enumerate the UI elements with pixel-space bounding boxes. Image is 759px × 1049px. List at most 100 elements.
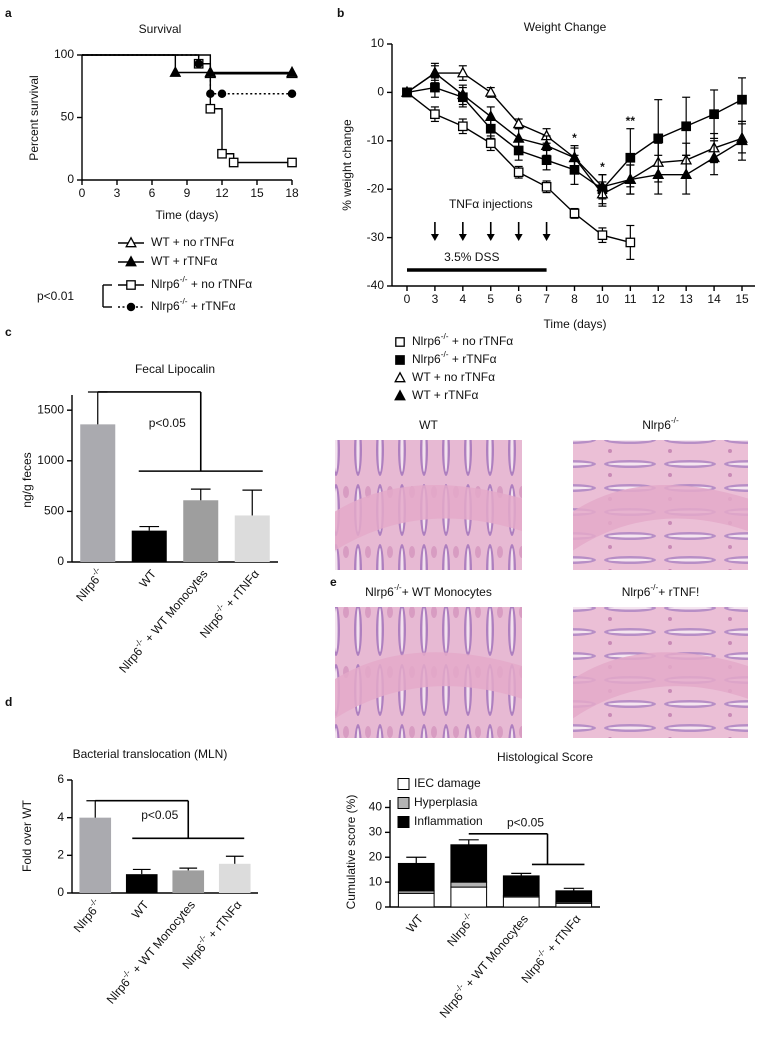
legend-swatch xyxy=(397,816,410,828)
bar xyxy=(218,863,251,893)
legend-label: WT + rTNFα xyxy=(151,254,217,268)
marker xyxy=(394,389,406,401)
bar xyxy=(234,515,270,562)
legend-label: Nlrp6-/- + rTNFα xyxy=(151,296,236,313)
marker xyxy=(228,157,239,168)
y-tick-label: 2 xyxy=(57,848,64,862)
marker xyxy=(429,66,441,78)
bar xyxy=(450,844,488,883)
marker xyxy=(652,168,665,180)
tissue-fold xyxy=(335,484,522,551)
marker xyxy=(125,236,137,248)
y-tick-label: 100 xyxy=(54,47,74,61)
tissue-fold xyxy=(573,484,748,551)
legend-label: WT + rTNFα xyxy=(412,388,478,402)
panel-letter: c xyxy=(5,325,12,339)
bar xyxy=(397,892,435,908)
injection-label: TNFα injections xyxy=(449,197,533,211)
marker xyxy=(485,138,496,149)
y-tick-label: -10 xyxy=(367,133,385,147)
x-tick-label: 15 xyxy=(735,292,749,306)
marker xyxy=(512,131,525,143)
marker xyxy=(484,85,497,97)
series-line xyxy=(82,54,292,75)
bar xyxy=(172,870,205,893)
marker xyxy=(736,134,748,146)
x-tick-label: 3 xyxy=(114,186,121,200)
x-tick-label: 4 xyxy=(459,292,466,306)
y-tick-label: 1000 xyxy=(37,453,64,467)
series-line xyxy=(82,54,292,164)
marker xyxy=(624,172,637,184)
marker xyxy=(217,148,227,159)
x-axis-label: Time (days) xyxy=(544,317,607,331)
marker xyxy=(653,133,664,144)
marker xyxy=(456,88,469,100)
x-axis-label: Time (days) xyxy=(156,208,219,222)
legend-label: WT + no rTNFα xyxy=(412,370,495,384)
legend-swatch xyxy=(397,797,410,809)
x-tick-label: WT xyxy=(129,897,152,921)
bar xyxy=(183,500,219,562)
panel-letter: d xyxy=(5,695,12,709)
y-axis-label: % weight change xyxy=(340,119,354,211)
bar xyxy=(555,890,593,903)
marker xyxy=(394,371,406,383)
marker xyxy=(194,59,203,69)
marker xyxy=(205,103,216,114)
arrow-head xyxy=(514,234,523,241)
arrow-head xyxy=(458,234,467,241)
legend-label: WT + no rTNFα xyxy=(151,235,234,249)
marker xyxy=(126,302,136,312)
y-axis-label: Percent survival xyxy=(27,75,41,160)
y-tick-label: 500 xyxy=(44,504,64,518)
bar xyxy=(502,896,540,908)
x-tick-label: 12 xyxy=(215,186,229,200)
x-tick-label: 6 xyxy=(149,186,156,200)
bar xyxy=(555,902,593,908)
x-tick-label: Nlrp6-/- + WT Monocytes xyxy=(114,565,211,676)
bar xyxy=(131,530,167,562)
marker xyxy=(737,94,747,105)
bar xyxy=(125,874,158,893)
image-caption: WT xyxy=(419,418,438,432)
tissue-fold xyxy=(573,652,748,719)
x-tick-label: 8 xyxy=(571,292,578,306)
bar xyxy=(80,424,116,562)
marker xyxy=(569,208,580,219)
marker xyxy=(540,139,553,150)
marker xyxy=(680,168,693,180)
y-tick-label: 4 xyxy=(57,810,64,824)
x-tick-label: 14 xyxy=(707,292,721,306)
y-tick-label: -40 xyxy=(367,278,385,292)
x-tick-label: Nlrp6-/- xyxy=(68,896,105,935)
legend-label: Inflammation xyxy=(414,814,483,828)
y-axis-label: Cumulative score (%) xyxy=(344,795,358,910)
marker xyxy=(286,65,298,77)
x-tick-label: 5 xyxy=(487,292,494,306)
bar xyxy=(450,886,488,908)
bar xyxy=(502,875,540,897)
legend-label: Hyperplasia xyxy=(414,795,478,809)
x-tick-label: WT xyxy=(403,911,426,935)
x-tick-label: 15 xyxy=(250,186,264,200)
marker xyxy=(287,89,297,99)
panel-letter: a xyxy=(5,6,12,20)
x-tick-label: 9 xyxy=(184,186,191,200)
y-tick-label: -30 xyxy=(367,230,385,244)
x-tick-label: Nlrp6-/- xyxy=(71,565,108,604)
x-tick-label: 0 xyxy=(79,186,86,200)
x-tick-label: 12 xyxy=(652,292,666,306)
x-tick-label: 3 xyxy=(432,292,439,306)
image-caption: Nlrp6-/-+ WT Monocytes xyxy=(365,582,492,599)
tissue-fold xyxy=(335,652,522,719)
p-value: p<0.05 xyxy=(507,815,544,829)
marker xyxy=(169,65,182,77)
image-caption: Nlrp6-/-+ rTNF! xyxy=(622,582,700,599)
x-tick-label: WT xyxy=(136,566,159,590)
marker xyxy=(597,230,608,241)
y-axis-label: ng/g feces xyxy=(20,452,34,507)
marker xyxy=(625,152,636,163)
marker xyxy=(708,151,720,163)
x-tick-label: 6 xyxy=(515,292,522,306)
